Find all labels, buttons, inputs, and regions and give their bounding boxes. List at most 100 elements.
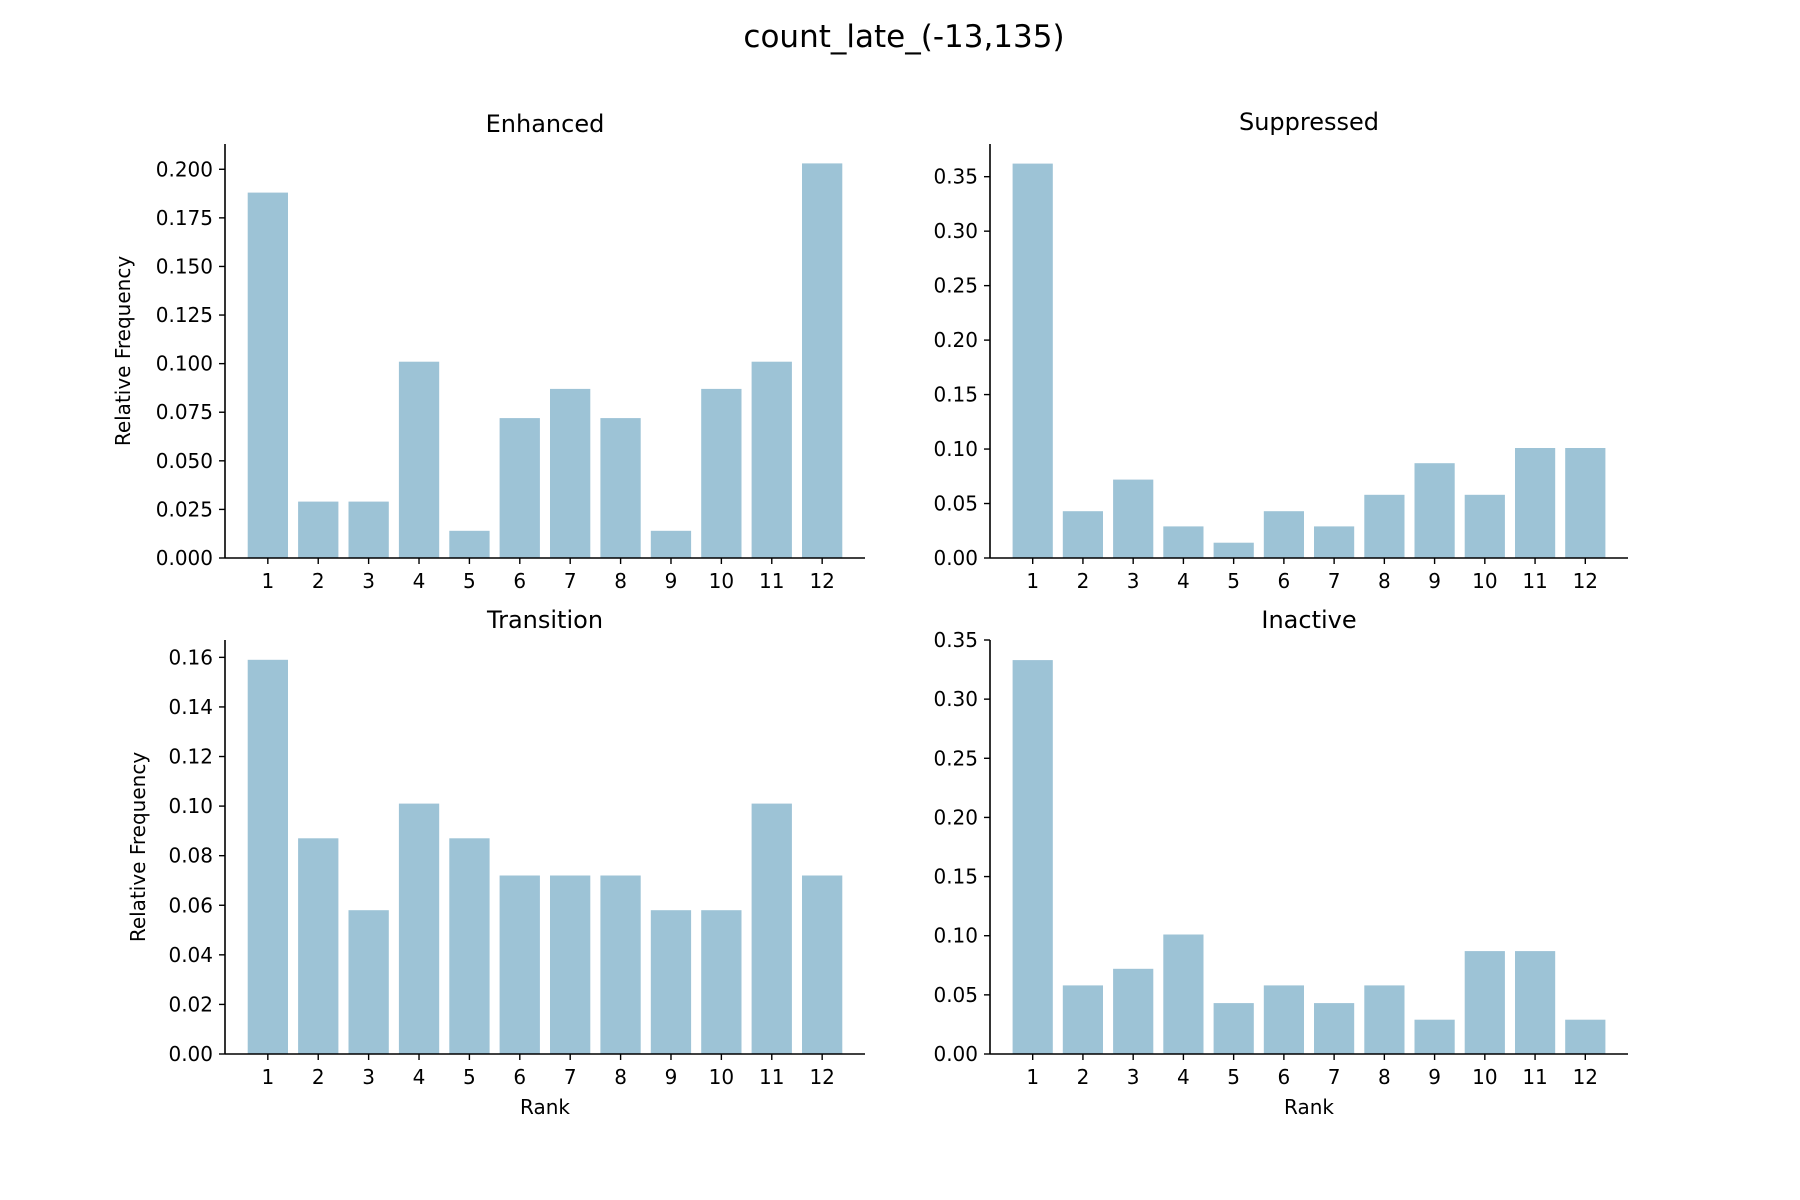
x-tick-label: 10 (709, 1065, 734, 1089)
x-tick-label: 9 (1428, 569, 1441, 593)
y-tick-label: 0.02 (168, 992, 213, 1016)
x-tick-label: 4 (413, 1065, 426, 1089)
y-tick-label: 0.100 (156, 352, 213, 376)
bar-transition-1 (247, 659, 288, 1054)
y-tick-label: 0.10 (933, 924, 978, 948)
x-tick-label: 5 (463, 569, 476, 593)
subplot-title: Suppressed (1239, 108, 1379, 136)
bar-enhanced-1 (247, 192, 288, 558)
y-tick-label: 0.15 (933, 383, 978, 407)
x-tick-label: 1 (1026, 1065, 1039, 1089)
x-tick-label: 1 (1026, 569, 1039, 593)
x-tick-label: 11 (759, 569, 784, 593)
x-tick-label: 6 (1278, 569, 1291, 593)
x-axis-label: Rank (520, 1095, 570, 1119)
bar-inactive-11 (1515, 951, 1556, 1054)
bar-enhanced-12 (802, 163, 843, 558)
x-tick-label: 5 (1227, 1065, 1240, 1089)
y-tick-label: 0.200 (156, 157, 213, 181)
x-tick-label: 2 (1077, 569, 1090, 593)
x-tick-label: 4 (1177, 569, 1190, 593)
y-tick-label: 0.06 (168, 893, 213, 917)
bar-enhanced-9 (650, 530, 692, 558)
y-tick-label: 0.08 (168, 844, 213, 868)
y-axis-label: Relative Frequency (111, 256, 135, 446)
bar-suppressed-12 (1565, 448, 1606, 558)
x-tick-label: 11 (1522, 569, 1547, 593)
bar-inactive-5 (1213, 1003, 1254, 1054)
bar-transition-8 (600, 875, 641, 1054)
y-tick-label: 0.30 (933, 219, 978, 243)
x-tick-label: 6 (513, 1065, 526, 1089)
x-tick-label: 8 (614, 1065, 627, 1089)
y-tick-label: 0.35 (933, 165, 978, 189)
bar-enhanced-5 (449, 530, 490, 558)
y-tick-label: 0.25 (933, 746, 978, 770)
x-tick-label: 12 (1573, 1065, 1598, 1089)
y-tick-label: 0.150 (156, 254, 213, 278)
y-tick-label: 0.10 (933, 437, 978, 461)
y-tick-label: 0.04 (168, 943, 213, 967)
x-tick-label: 3 (362, 569, 375, 593)
x-tick-label: 1 (261, 569, 274, 593)
subplot-inactive: 1 2 3 4 5 6 7 8 9 10 11 120.000.050.100.150.200.250… (933, 606, 1628, 1119)
x-tick-label: 2 (1077, 1065, 1090, 1089)
y-tick-label: 0.175 (156, 206, 213, 230)
bar-transition-10 (701, 910, 742, 1054)
y-tick-label: 0.10 (168, 794, 213, 818)
bar-suppressed-11 (1515, 448, 1556, 558)
bar-suppressed-4 (1163, 526, 1204, 558)
bar-transition-12 (802, 875, 843, 1054)
y-tick-label: 0.025 (156, 497, 213, 521)
y-tick-label: 0.05 (933, 492, 978, 516)
x-tick-label: 9 (1428, 1065, 1441, 1089)
x-tick-label: 10 (1472, 1065, 1497, 1089)
bar-inactive-8 (1364, 985, 1405, 1054)
bar-suppressed-10 (1464, 494, 1505, 558)
x-tick-label: 12 (809, 569, 834, 593)
bar-enhanced-8 (600, 418, 641, 558)
bar-enhanced-10 (701, 388, 742, 558)
bar-transition-11 (751, 803, 792, 1054)
y-tick-label: 0.14 (168, 695, 213, 719)
bar-transition-9 (650, 910, 692, 1054)
bar-suppressed-6 (1263, 511, 1304, 558)
bar-suppressed-3 (1113, 479, 1154, 558)
x-tick-label: 7 (564, 1065, 577, 1089)
x-axis-label: Rank (1284, 1095, 1334, 1119)
subplot-title: Enhanced (486, 110, 605, 138)
x-tick-label: 6 (513, 569, 526, 593)
bar-enhanced-4 (398, 361, 440, 558)
y-axis-label: Relative Frequency (126, 752, 150, 942)
bar-transition-4 (398, 803, 440, 1054)
y-tick-label: 0.00 (933, 546, 978, 570)
x-tick-label: 7 (1328, 1065, 1341, 1089)
bar-inactive-2 (1062, 985, 1103, 1054)
x-tick-label: 7 (1328, 569, 1341, 593)
subplot-grid: 1 2 3 4 5 6 7 8 9 10 11 120.0000.0250.0500.0750.100… (111, 108, 1628, 1119)
bar-transition-2 (298, 838, 339, 1054)
x-tick-label: 10 (709, 569, 734, 593)
y-tick-label: 0.35 (933, 628, 978, 652)
bar-inactive-9 (1414, 1019, 1455, 1054)
bar-enhanced-6 (499, 418, 540, 558)
x-tick-label: 3 (1127, 569, 1140, 593)
bar-transition-3 (348, 910, 389, 1054)
x-tick-label: 4 (1177, 1065, 1190, 1089)
bar-suppressed-8 (1364, 494, 1405, 558)
subplot-enhanced: 1 2 3 4 5 6 7 8 9 10 11 120.0000.0250.0500.0750.100… (111, 110, 865, 593)
y-tick-label: 0.075 (156, 400, 213, 424)
x-tick-label: 3 (1127, 1065, 1140, 1089)
x-tick-label: 6 (1278, 1065, 1291, 1089)
x-tick-label: 4 (413, 569, 426, 593)
bar-enhanced-11 (751, 361, 792, 558)
x-tick-label: 12 (809, 1065, 834, 1089)
subplot-transition: 1 2 3 4 5 6 7 8 9 10 11 120.000.020.040.060.080.100… (126, 606, 865, 1119)
figure-title: count_late_(-13,135) (743, 19, 1064, 55)
bar-enhanced-2 (298, 501, 339, 558)
bar-enhanced-3 (348, 501, 389, 558)
x-tick-label: 9 (665, 1065, 678, 1089)
y-tick-label: 0.05 (933, 983, 978, 1007)
x-tick-label: 5 (463, 1065, 476, 1089)
